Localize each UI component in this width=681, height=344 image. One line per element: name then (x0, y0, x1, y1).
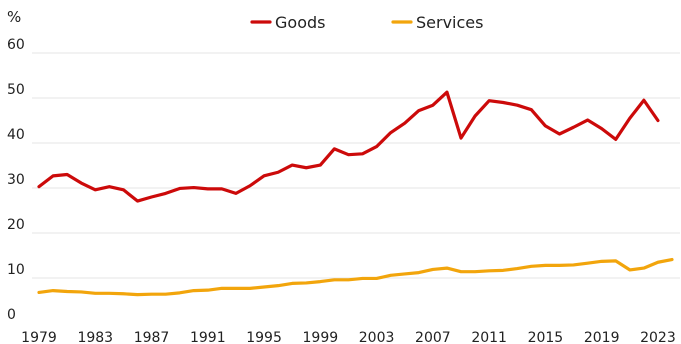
series-line-goods (37, 90, 660, 203)
x-tick-label: 1987 (134, 330, 170, 344)
series-lines (37, 90, 674, 297)
legend-label-services: Services (416, 13, 483, 32)
y-tick-label: 20 (7, 217, 25, 233)
x-tick-label: 1979 (21, 330, 57, 344)
x-tick-label: 2023 (640, 330, 676, 344)
x-tick-label: 2011 (471, 330, 507, 344)
y-tick-label: 0 (7, 307, 16, 323)
y-tick-label: 10 (7, 262, 25, 278)
x-tick-label: 1983 (77, 330, 113, 344)
gridlines (32, 52, 680, 279)
x-tick-label: 1991 (190, 330, 226, 344)
y-tick-label: 30 (7, 172, 25, 188)
x-tick-label: 2015 (528, 330, 564, 344)
series-line-services (37, 257, 674, 297)
x-tick-label: 1999 (303, 330, 339, 344)
x-tick-label: 2007 (415, 330, 451, 344)
x-tick-label: 1995 (246, 330, 282, 344)
y-tick-label: 50 (7, 82, 25, 98)
x-tick-label: 2003 (359, 330, 395, 344)
y-axis-tick-labels: 0 10 20 30 40 50 60 (7, 37, 25, 323)
y-axis-unit-label: % (7, 8, 21, 26)
x-axis-tick-labels: 1979 1983 1987 1991 1995 1999 2003 2007 2011 2015… (21, 330, 676, 344)
y-tick-label: 40 (7, 127, 25, 143)
legend: Goods Services (250, 13, 483, 32)
y-tick-label: 60 (7, 37, 25, 53)
legend-label-goods: Goods (275, 13, 325, 32)
x-tick-label: 2019 (584, 330, 620, 344)
